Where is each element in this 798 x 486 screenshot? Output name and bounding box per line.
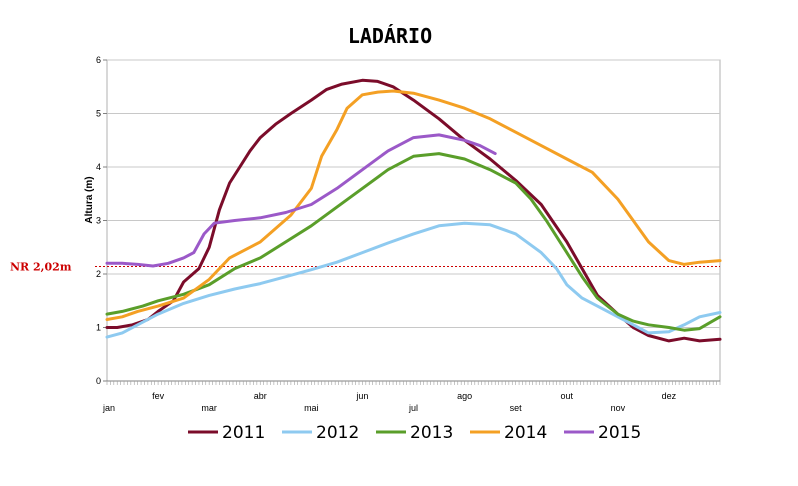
legend-label: 2013 xyxy=(410,423,453,443)
x-tick-label: out xyxy=(560,391,573,401)
x-tick-label: jan xyxy=(102,403,115,413)
x-tick-label: fev xyxy=(152,391,165,401)
x-tick-label: dez xyxy=(662,391,677,401)
y-tick-label: 6 xyxy=(96,55,101,65)
chart-title: LADÁRIO xyxy=(348,24,432,48)
x-tick-label: abr xyxy=(254,391,267,401)
x-tick-label: jul xyxy=(408,403,418,413)
x-axis: jan fev mar abr mai jun jul ago set out nov dez xyxy=(102,380,721,413)
x-tick-label: set xyxy=(510,403,523,413)
x-tick-label: nov xyxy=(611,403,626,413)
x-tick-label: mar xyxy=(201,403,217,413)
x-tick-label: ago xyxy=(457,391,472,401)
series-group xyxy=(105,78,722,343)
grid-lines xyxy=(107,59,720,328)
series-line-2014 xyxy=(105,89,722,321)
legend-label: 2012 xyxy=(316,423,359,443)
series-line-2013 xyxy=(105,152,722,332)
y-tick-label: 2 xyxy=(96,269,101,279)
legend-label: 2014 xyxy=(504,423,547,443)
series-line-2012 xyxy=(105,221,722,339)
y-tick-label: 5 xyxy=(96,109,101,119)
y-tick-label: 3 xyxy=(96,216,101,226)
y-tick-label: 1 xyxy=(96,323,101,333)
series-line-2015 xyxy=(105,133,497,268)
legend-label: 2011 xyxy=(222,423,265,443)
y-axis: 0 1 2 3 4 5 6 xyxy=(96,55,107,386)
legend-label: 2015 xyxy=(598,423,641,443)
x-tick-label: mai xyxy=(304,403,319,413)
legend: 2011 2012 2013 2014 2015 xyxy=(188,423,641,443)
x-tick-label: jun xyxy=(355,391,368,401)
y-tick-label: 0 xyxy=(96,376,101,386)
y-axis-label: Altura (m) xyxy=(84,176,95,223)
y-tick-label: 4 xyxy=(96,162,101,172)
reference-line-label: NR 2,02m xyxy=(10,261,72,274)
